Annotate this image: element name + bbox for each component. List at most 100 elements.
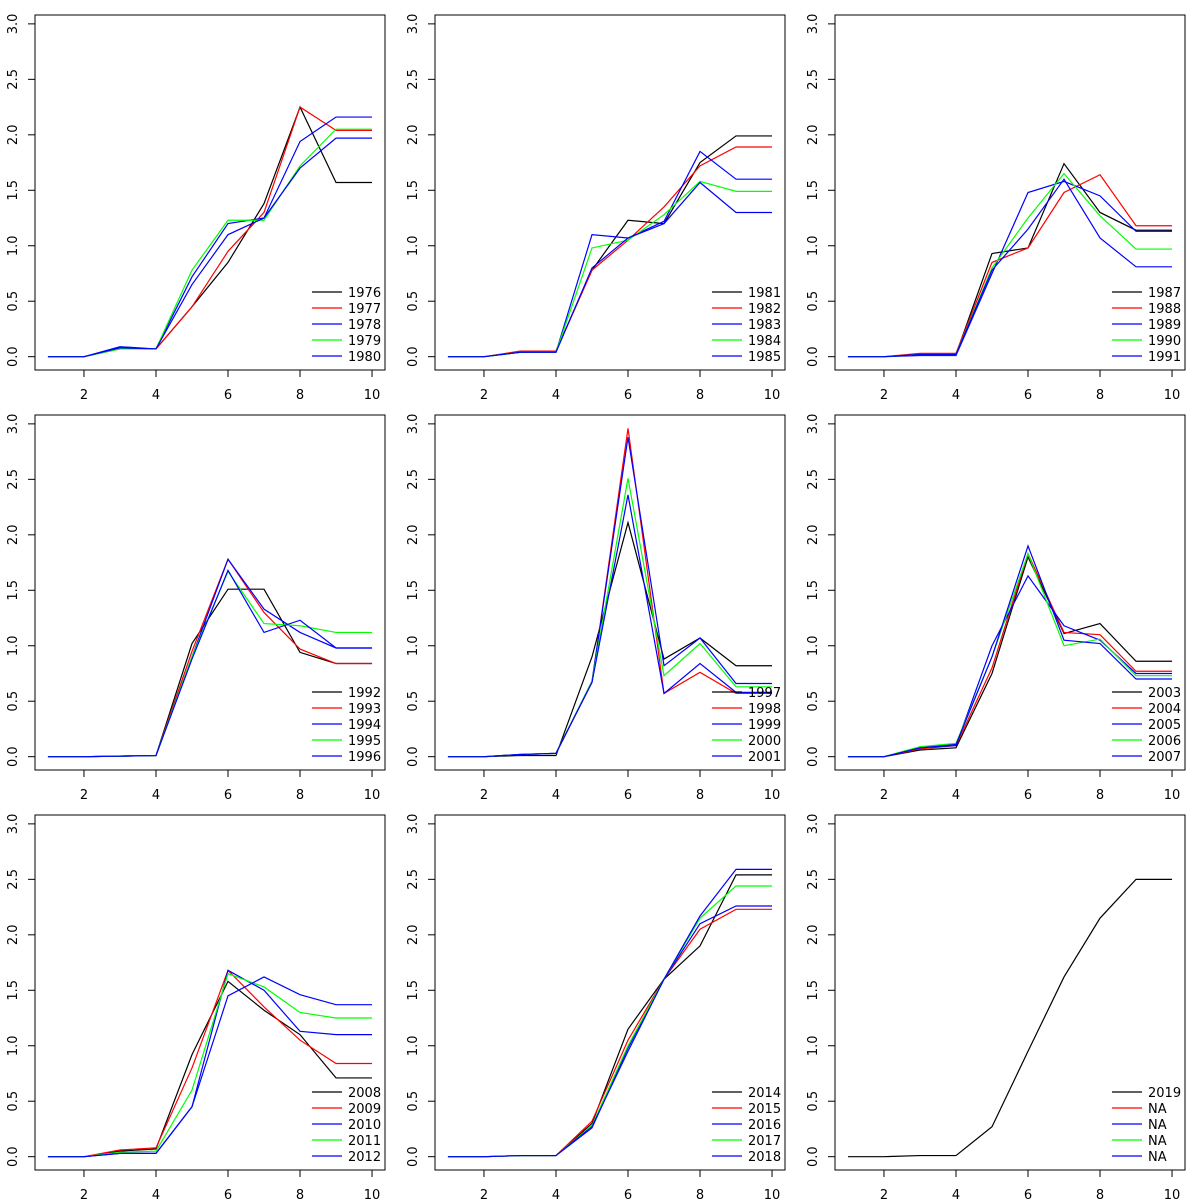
- y-tick-label: 1.5: [806, 180, 821, 201]
- y-tick-label: 3.0: [6, 14, 21, 35]
- y-tick-label: 0.5: [406, 1091, 421, 1112]
- series-line: [447, 437, 773, 758]
- y-tick-label: 3.0: [6, 814, 21, 835]
- legend-label: NA: [1148, 1118, 1167, 1133]
- series-line: [447, 874, 773, 1158]
- x-tick-label: 10: [364, 788, 381, 803]
- series-line: [847, 552, 1173, 758]
- legend-label: 2003: [1148, 686, 1181, 701]
- legend-label: 1988: [1148, 302, 1181, 317]
- y-tick-label: 0.0: [6, 746, 21, 767]
- y-tick-label: 2.0: [806, 524, 821, 545]
- x-tick-label: 8: [1096, 388, 1104, 403]
- series-line: [847, 178, 1173, 358]
- legend-label: 1990: [1148, 334, 1181, 349]
- y-tick-label: 0.0: [6, 346, 21, 367]
- legend-label: 1994: [348, 718, 381, 733]
- legend-label: 2019: [1148, 1086, 1181, 1101]
- legend-label: 2014: [748, 1086, 781, 1101]
- x-tick-label: 4: [952, 1188, 960, 1200]
- y-tick-label: 0.5: [806, 691, 821, 712]
- x-tick-label: 8: [696, 388, 704, 403]
- series-line: [447, 868, 773, 1158]
- y-tick-label: 1.5: [6, 980, 21, 1001]
- legend-label: 2018: [748, 1150, 781, 1165]
- legend-label: 1980: [348, 350, 381, 365]
- series-line: [847, 878, 1173, 1158]
- y-tick-label: 1.0: [6, 1035, 21, 1056]
- series-line: [847, 544, 1173, 758]
- x-tick-label: 8: [1096, 788, 1104, 803]
- x-tick-label: 6: [1024, 388, 1032, 403]
- series-line: [847, 555, 1173, 758]
- series-line: [47, 128, 373, 358]
- series-line: [47, 969, 373, 1158]
- legend-label: 1998: [748, 702, 781, 717]
- x-tick-label: 10: [764, 388, 781, 403]
- series-line: [47, 570, 373, 758]
- x-tick-label: 6: [624, 788, 632, 803]
- x-tick-label: 4: [952, 788, 960, 803]
- y-tick-label: 1.5: [406, 180, 421, 201]
- y-tick-label: 1.5: [406, 580, 421, 601]
- x-tick-label: 6: [224, 1188, 232, 1200]
- y-tick-label: 2.0: [806, 924, 821, 945]
- series-line: [847, 551, 1173, 758]
- x-tick-label: 10: [1164, 788, 1181, 803]
- x-tick-label: 2: [480, 1188, 488, 1200]
- series-line: [47, 105, 373, 358]
- x-tick-label: 6: [224, 388, 232, 403]
- x-tick-label: 8: [296, 788, 304, 803]
- y-tick-label: 1.0: [406, 635, 421, 656]
- plot-frame: [34, 414, 386, 771]
- series-line: [47, 137, 373, 358]
- legend-label: 1976: [348, 286, 381, 301]
- legend-label: 2006: [1148, 734, 1181, 749]
- x-tick-label: 2: [880, 1188, 888, 1200]
- legend-label: 2005: [1148, 718, 1181, 733]
- series-line: [47, 557, 373, 758]
- series-line: [447, 908, 773, 1158]
- x-tick-label: 8: [296, 388, 304, 403]
- y-tick-label: 1.0: [806, 635, 821, 656]
- y-tick-label: 2.5: [6, 869, 21, 890]
- y-tick-label: 0.0: [406, 1146, 421, 1167]
- series-line: [47, 116, 373, 358]
- chart-panel: 0.00.51.01.52.02.53.02 4 6 8 101992199319941…: [6, 414, 386, 803]
- y-tick-label: 2.0: [6, 524, 21, 545]
- y-tick-label: 0.5: [806, 1091, 821, 1112]
- chart-panel: 0.00.51.01.52.02.53.02 4 6 8 102014201520162…: [406, 814, 786, 1200]
- series-line: [447, 478, 773, 758]
- x-tick-label: 4: [552, 388, 560, 403]
- y-tick-label: 1.0: [406, 1035, 421, 1056]
- x-tick-label: 6: [1024, 1188, 1032, 1200]
- legend-label: NA: [1148, 1102, 1167, 1117]
- y-tick-label: 0.5: [6, 691, 21, 712]
- x-tick-label: 8: [696, 788, 704, 803]
- x-tick-label: 8: [1096, 1188, 1104, 1200]
- legend-label: 1993: [348, 702, 381, 717]
- y-tick-label: 3.0: [6, 414, 21, 435]
- legend-label: 2001: [748, 750, 781, 765]
- legend-label: 1987: [1148, 286, 1181, 301]
- legend-label: 1992: [348, 686, 381, 701]
- legend-label: 2017: [748, 1134, 781, 1149]
- x-tick-label: 10: [764, 788, 781, 803]
- legend-label: 1996: [348, 750, 381, 765]
- legend-label: 2015: [748, 1102, 781, 1117]
- y-tick-label: 3.0: [406, 414, 421, 435]
- x-tick-label: 4: [152, 1188, 160, 1200]
- y-tick-label: 1.0: [806, 1035, 821, 1056]
- series-line: [447, 905, 773, 1158]
- plot-frame: [434, 14, 786, 371]
- x-tick-label: 10: [364, 1188, 381, 1200]
- x-tick-label: 8: [696, 1188, 704, 1200]
- legend-label: 1982: [748, 302, 781, 317]
- plot-frame: [834, 814, 1186, 1171]
- y-tick-label: 1.5: [406, 980, 421, 1001]
- y-tick-label: 0.5: [6, 1091, 21, 1112]
- plot-frame: [34, 14, 386, 371]
- y-tick-label: 2.0: [806, 124, 821, 145]
- y-tick-label: 1.0: [6, 235, 21, 256]
